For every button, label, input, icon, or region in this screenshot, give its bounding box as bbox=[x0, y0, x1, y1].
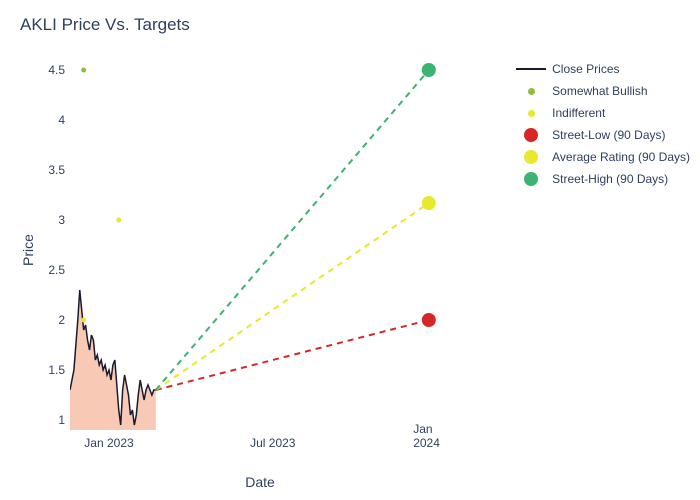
legend-label: Street-Low (90 Days) bbox=[552, 128, 665, 142]
legend-item[interactable]: Close Prices bbox=[516, 60, 690, 78]
legend-item[interactable]: Street-Low (90 Days) bbox=[516, 126, 690, 144]
legend-symbol bbox=[516, 128, 546, 142]
chart-title: AKLI Price Vs. Targets bbox=[20, 15, 190, 35]
chart-container: AKLI Price Vs. Targets Price Date 11.522… bbox=[0, 0, 700, 500]
legend-symbol bbox=[516, 106, 546, 120]
scatter-indifferent bbox=[81, 318, 86, 323]
y-tick-label: 2.5 bbox=[48, 263, 65, 277]
y-tick-label: 2 bbox=[58, 313, 65, 327]
legend-symbol bbox=[516, 84, 546, 98]
legend-item[interactable]: Somewhat Bullish bbox=[516, 82, 690, 100]
legend-label: Close Prices bbox=[552, 62, 619, 76]
x-axis-label: Date bbox=[245, 474, 275, 490]
y-tick-label: 1 bbox=[58, 413, 65, 427]
plot-svg bbox=[70, 60, 460, 430]
legend-item[interactable]: Average Rating (90 Days) bbox=[516, 148, 690, 166]
target-line-street_low bbox=[156, 320, 429, 390]
legend-symbol bbox=[516, 62, 546, 76]
y-tick-label: 4.5 bbox=[48, 63, 65, 77]
target-dot-average bbox=[422, 196, 436, 210]
legend-symbol bbox=[516, 172, 546, 186]
legend-label: Indifferent bbox=[552, 106, 605, 120]
plot-area: 11.522.533.544.5Jan 2023Jul 2023Jan 2024 bbox=[70, 60, 460, 430]
x-tick-label: Jan 2023 bbox=[84, 436, 133, 450]
scatter-indifferent bbox=[116, 218, 121, 223]
y-tick-label: 4 bbox=[58, 113, 65, 127]
target-dot-street_high bbox=[422, 63, 436, 77]
legend: Close Prices Somewhat Bullish Indifferent S… bbox=[516, 60, 690, 192]
y-tick-label: 1.5 bbox=[48, 363, 65, 377]
y-tick-label: 3.5 bbox=[48, 163, 65, 177]
legend-item[interactable]: Indifferent bbox=[516, 104, 690, 122]
legend-label: Somewhat Bullish bbox=[552, 84, 647, 98]
legend-label: Average Rating (90 Days) bbox=[552, 150, 690, 164]
y-tick-label: 3 bbox=[58, 213, 65, 227]
scatter-somewhat_bullish bbox=[81, 68, 86, 73]
x-tick-label: Jul 2023 bbox=[250, 436, 295, 450]
target-line-street_high bbox=[156, 70, 429, 390]
x-tick-label: Jan 2024 bbox=[413, 422, 444, 450]
legend-symbol bbox=[516, 150, 546, 164]
price-fill bbox=[70, 290, 156, 430]
legend-item[interactable]: Street-High (90 Days) bbox=[516, 170, 690, 188]
target-dot-street_low bbox=[422, 313, 436, 327]
y-axis-label: Price bbox=[20, 234, 36, 266]
legend-label: Street-High (90 Days) bbox=[552, 172, 668, 186]
